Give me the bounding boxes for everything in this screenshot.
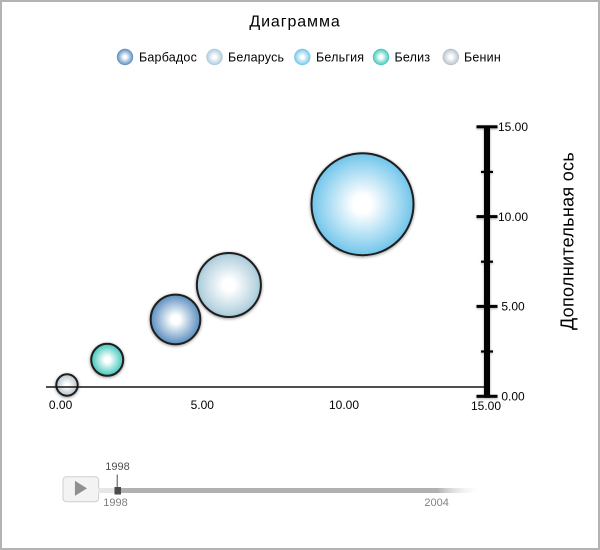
svg-text:Барбадос: Барбадос <box>139 50 197 64</box>
svg-text:1998: 1998 <box>105 461 129 473</box>
svg-text:15.00: 15.00 <box>498 120 528 134</box>
svg-text:Бенин: Бенин <box>464 50 501 64</box>
svg-text:0.00: 0.00 <box>49 398 73 412</box>
svg-text:Бельгия: Бельгия <box>316 50 364 64</box>
svg-text:10.00: 10.00 <box>329 398 359 412</box>
svg-text:Диаграмма: Диаграмма <box>249 14 340 31</box>
svg-text:15.00: 15.00 <box>471 399 501 413</box>
svg-text:Белиз: Белиз <box>395 50 431 64</box>
svg-text:Беларусь: Беларусь <box>228 50 284 64</box>
svg-text:10.00: 10.00 <box>498 210 528 224</box>
svg-text:5.00: 5.00 <box>501 300 525 314</box>
svg-text:1998: 1998 <box>103 497 127 509</box>
svg-text:Дополнительная ось: Дополнительная ось <box>558 152 578 330</box>
svg-text:2004: 2004 <box>424 497 448 509</box>
svg-text:0.00: 0.00 <box>501 390 525 404</box>
svg-text:5.00: 5.00 <box>191 398 215 412</box>
